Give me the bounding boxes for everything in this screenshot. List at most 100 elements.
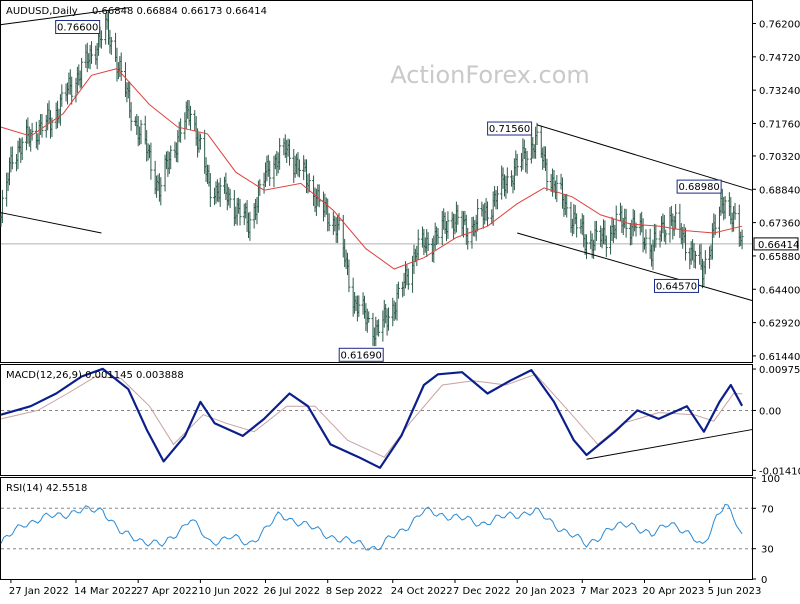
ohlc-bar <box>396 281 400 299</box>
ohlc-bar <box>30 122 34 141</box>
ohlc-bar <box>248 211 252 241</box>
ohlc-bar <box>159 177 163 206</box>
ohlc-bar <box>208 173 212 207</box>
pivot-label-text: 0.68980 <box>678 182 719 193</box>
price-y-axis: 0.76200 0.74720 0.73240 0.71760 0.70320 0.688… <box>752 20 800 363</box>
trendline <box>517 232 753 302</box>
ohlc-bar <box>278 138 282 170</box>
ohlc-bar <box>10 146 14 170</box>
x-tick-label: 7 Dec 2022 <box>453 586 511 597</box>
price-y-tick-label: 0.71760 <box>759 120 800 131</box>
ohlc-bar <box>377 319 381 337</box>
pivot-label: 0.71560 <box>487 121 533 136</box>
ohlc-bar <box>713 214 717 236</box>
pivot-label-box <box>487 121 533 136</box>
x-tick-label: 24 Oct 2022 <box>391 586 453 597</box>
ohlc-bar <box>565 193 569 218</box>
ohlc-bar <box>436 227 440 245</box>
ohlc-bar <box>99 30 103 49</box>
pivot-label-box <box>676 179 722 194</box>
ohlc-bar <box>654 224 658 248</box>
ohlc-bar <box>129 102 133 131</box>
ohlc-bar <box>406 268 410 290</box>
macd-y-tick-label: -0.014107 <box>759 466 800 477</box>
price-y-tick-label: 0.64400 <box>759 285 800 296</box>
ohlc-bar <box>604 235 608 258</box>
pivot-label-text: 0.61690 <box>341 350 382 361</box>
ohlc-bar <box>614 205 618 240</box>
pivot-label-box <box>55 20 101 35</box>
ohlc-bar <box>90 41 94 64</box>
rsi-plot-area <box>0 503 752 551</box>
price-y-tick-label: 0.65880 <box>759 252 800 263</box>
price-panel-ohlc: 0.66848 0.66884 0.66173 0.66414 <box>92 6 267 17</box>
ohlc-bar <box>733 202 737 220</box>
x-tick-label: 27 Jan 2022 <box>9 586 69 597</box>
ohlc-bar <box>327 213 331 232</box>
macd-line <box>0 367 744 469</box>
ohlc-bar <box>486 201 490 227</box>
ohlc-bar <box>416 229 420 260</box>
ohlc-bar <box>535 122 539 146</box>
ohlc-bar <box>387 307 391 331</box>
last-price-tag: 0.66414 <box>753 237 799 251</box>
ohlc-bar <box>495 186 499 210</box>
ohlc-bar <box>149 142 153 180</box>
ohlc-bar <box>80 57 84 88</box>
pivot-label: 0.64570 <box>653 278 699 293</box>
price-y-tick-label: 0.73240 <box>759 86 800 97</box>
ohlc-bar <box>446 211 450 239</box>
ohlc-bar <box>674 204 678 230</box>
x-tick-label: 20 Apr 2023 <box>643 586 705 597</box>
rsi-y-tick-label: 0 <box>761 575 767 586</box>
pivot-label-text: 0.76600 <box>57 23 98 34</box>
pivot-label: 0.76600 <box>55 20 101 35</box>
macd-y-tick-label: 0.00 <box>759 406 781 417</box>
ohlc-bar <box>575 213 579 238</box>
ohlc-bar <box>426 232 430 251</box>
ohlc-bar <box>525 150 529 174</box>
macd-panel-title: MACD(12,26,9) 0.001145 0.003888 <box>6 370 184 381</box>
pivot-label-box <box>653 278 699 293</box>
price-panel-title: AUDUSD,Daily <box>6 6 78 17</box>
ohlc-bar <box>119 52 123 81</box>
ohlc-bar <box>50 117 54 138</box>
price-y-tick-label: 0.74720 <box>759 53 800 64</box>
x-tick-label: 8 Sep 2022 <box>326 586 383 597</box>
rsi-panel: RSI(14) 42.5518 <box>0 477 753 580</box>
ohlc-bar <box>198 133 202 150</box>
ohlc-bar <box>585 234 589 260</box>
watermark: ActionForex.com <box>390 61 590 89</box>
ohlc-bar <box>684 227 688 261</box>
pivot-label-box <box>338 347 384 362</box>
ohlc-bar <box>476 199 480 232</box>
ohlc-bar <box>456 204 460 225</box>
macd-signal-line <box>0 373 743 458</box>
macd-plot-area <box>0 367 753 469</box>
ohlc-bar <box>337 213 341 231</box>
price-y-tick-label: 0.70320 <box>759 152 800 163</box>
macd-y-axis: 0.009751 0.00 -0.014107 <box>752 365 800 477</box>
ohlc-bar <box>238 198 242 226</box>
rsi-panel-title: RSI(14) 42.5518 <box>6 483 87 494</box>
ohlc-bar <box>644 229 648 254</box>
price-y-tick-label: 0.62920 <box>759 319 800 330</box>
ohlc-bar <box>505 167 509 194</box>
ohlc-bar <box>723 196 727 219</box>
ohlc-bar <box>288 139 292 166</box>
ohlc-bar <box>109 37 113 55</box>
rsi-line <box>0 503 743 551</box>
ohlc-bar <box>139 119 143 145</box>
ohlc-bar <box>20 137 24 161</box>
x-tick-label: 14 Mar 2022 <box>74 586 137 597</box>
price-panel: 0.76600 0.61690 0.71560 0.64570 0.68980 AUDU… <box>0 0 753 363</box>
pivot-label: 0.61690 <box>338 347 384 362</box>
x-tick-label: 5 Jun 2023 <box>708 586 762 597</box>
ohlc-bar <box>367 311 371 323</box>
trendline <box>0 212 102 234</box>
price-y-tick-label: 0.76200 <box>759 20 800 31</box>
price-y-tick-label: 0.68840 <box>759 185 800 196</box>
x-tick-label: 7 Mar 2023 <box>580 586 637 597</box>
